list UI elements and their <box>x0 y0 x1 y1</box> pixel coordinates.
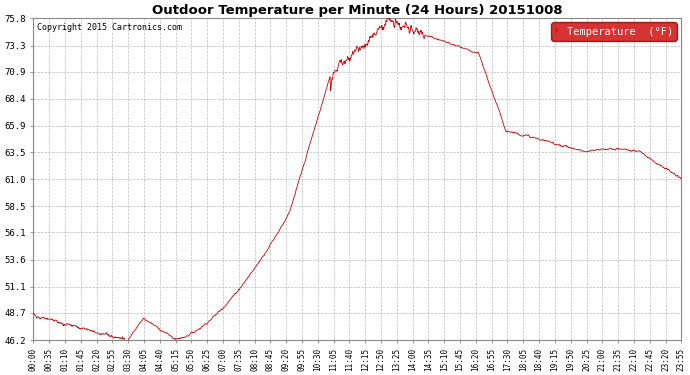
Legend: Temperature  (°F): Temperature (°F) <box>551 22 677 41</box>
Title: Outdoor Temperature per Minute (24 Hours) 20151008: Outdoor Temperature per Minute (24 Hours… <box>152 4 562 17</box>
Text: Copyright 2015 Cartronics.com: Copyright 2015 Cartronics.com <box>37 23 181 32</box>
